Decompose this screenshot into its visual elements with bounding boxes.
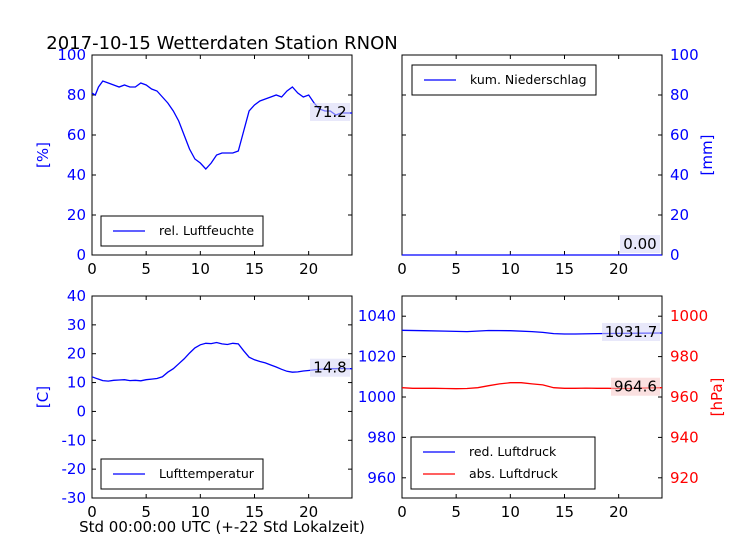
series-line-0 [91, 341, 352, 382]
y-tick-label: 20 [67, 206, 86, 224]
y-tick-label: 0 [76, 402, 86, 420]
x-tick-label: 20 [609, 503, 628, 521]
y-axis-label: [C] [34, 386, 52, 408]
x-tick-label: 5 [141, 260, 151, 278]
x-tick-label: 15 [555, 503, 574, 521]
y-tick-label: 960 [367, 469, 396, 487]
x-tick-label: 5 [451, 503, 461, 521]
legend: rel. Luftfeuchte [100, 215, 264, 247]
y-tick-label: 0 [76, 246, 86, 264]
y-right-axis-label: [hPa] [708, 378, 726, 417]
figure-xlabel: Std 00:00:00 UTC (+-22 Std Lokalzeit) [79, 518, 365, 536]
y-tick-label: 80 [67, 86, 86, 104]
x-tick-label: 0 [397, 503, 407, 521]
x-tick-label: 10 [191, 260, 210, 278]
y-tick-label: 1020 [358, 348, 396, 366]
x-tick-label: 5 [141, 503, 151, 521]
x-tick-label: 20 [299, 260, 318, 278]
value-annotation: 0.00 [623, 235, 656, 253]
legend: kum. Niederschlag [411, 64, 597, 96]
plot-frame [91, 54, 353, 256]
y-tick-label: 40 [67, 287, 86, 305]
y-right-tick-label: 920 [670, 469, 699, 487]
series-line-0 [91, 80, 352, 170]
legend-label: red. Luftdruck [469, 444, 557, 459]
y-tick-label: 0 [670, 246, 680, 264]
x-tick-label: 15 [245, 260, 264, 278]
legend: Lufttemperatur [100, 458, 264, 490]
plot-frame [91, 295, 353, 499]
panel-temperature: 0 5 10 15 20 -30 -20 -10 0 10 20 30 40 [C] 14.8 Lufttem… [34, 287, 353, 521]
y-tick-label: 30 [67, 316, 86, 334]
value-box [602, 322, 660, 341]
value-box [310, 358, 350, 377]
y-tick-label: 100 [57, 46, 86, 64]
x-tick-label: 10 [191, 503, 210, 521]
legend-label: Lufttemperatur [159, 466, 255, 481]
y-tick-label: -20 [62, 460, 87, 478]
y-tick-label: -30 [62, 489, 87, 507]
y-tick-label: 80 [670, 86, 689, 104]
value-box [620, 235, 660, 253]
legend-box [410, 436, 596, 490]
y-tick-label: 10 [67, 374, 86, 392]
y-tick-label: 980 [367, 428, 396, 446]
value-annotation: 14.8 [313, 359, 346, 377]
x-tick-label: 20 [299, 503, 318, 521]
panel-humidity: 0 5 10 15 20 0 20 40 60 80 100 [%] 71.2 rel. Luftfeuc… [34, 46, 353, 278]
x-tick-label: 15 [555, 260, 574, 278]
y-tick-label: 1040 [358, 307, 396, 325]
y-right-tick-label: 940 [670, 428, 699, 446]
y-axis-label: [%] [34, 142, 52, 168]
x-tick-label: 20 [609, 260, 628, 278]
y-tick-label: 20 [670, 206, 689, 224]
x-tick-label: 0 [87, 503, 97, 521]
y-tick-label: 40 [67, 166, 86, 184]
y-right-tick-label: 980 [670, 348, 699, 366]
legend: red. Luftdruck abs. Luftdruck [410, 436, 596, 490]
value-annotation: 964.6 [614, 378, 657, 396]
y-tick-label: 60 [67, 126, 86, 144]
x-tick-label: 0 [397, 260, 407, 278]
y-tick-label: 60 [670, 126, 689, 144]
figure-title: 2017-10-15 Wetterdaten Station RNON [46, 33, 397, 54]
legend-label: abs. Luftdruck [469, 466, 559, 481]
y-tick-label: 1000 [358, 388, 396, 406]
legend-label: rel. Luftfeuchte [159, 223, 254, 238]
panel-precipitation: 0 5 10 15 20 0 20 40 60 80 100 [mm] 0.00 kum. Nieders… [397, 46, 716, 278]
x-tick-label: 10 [501, 260, 520, 278]
panel-pressure: 0 5 10 15 20 960 980 1000 1020 1040 920 940 960 980 10… [358, 295, 726, 521]
y-axis-label: [mm] [698, 135, 716, 176]
value-box [611, 377, 660, 396]
y-right-tick-label: 1000 [670, 307, 708, 325]
y-tick-label: 20 [67, 345, 86, 363]
y-tick-label: -10 [62, 431, 87, 449]
value-annotation: 71.2 [313, 103, 346, 121]
x-tick-label: 15 [245, 503, 264, 521]
y-right-tick-label: 960 [670, 388, 699, 406]
y-tick-label: 100 [670, 46, 699, 64]
legend-label: kum. Niederschlag [470, 72, 587, 87]
x-tick-label: 5 [451, 260, 461, 278]
y-tick-label: 40 [670, 166, 689, 184]
value-annotation: 1031.7 [605, 323, 658, 341]
value-box [310, 103, 350, 121]
x-tick-label: 0 [87, 260, 97, 278]
x-tick-label: 10 [501, 503, 520, 521]
